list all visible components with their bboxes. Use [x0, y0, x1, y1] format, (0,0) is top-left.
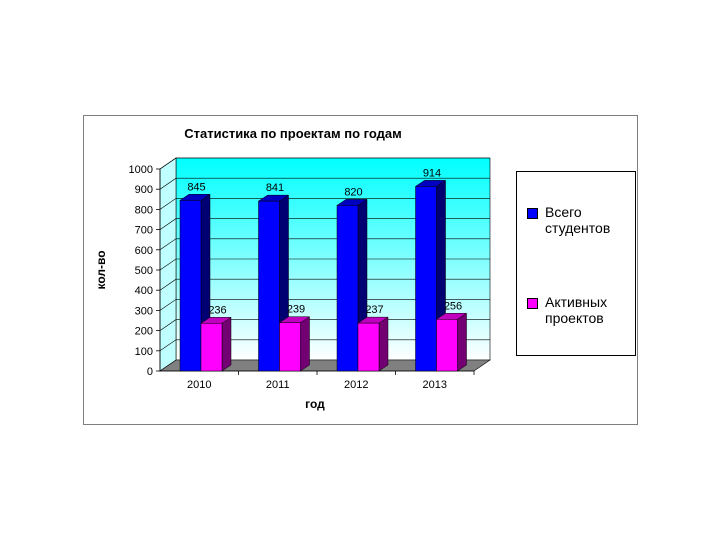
y-tick-label: 0	[147, 366, 153, 378]
y-tick-label: 900	[135, 184, 153, 196]
y-tick-label: 500	[135, 265, 153, 277]
data-label: 237	[365, 304, 383, 316]
y-tick-label: 300	[135, 305, 153, 317]
x-tick-label: 2011	[266, 379, 290, 391]
gridline	[159, 198, 490, 210]
gridline	[159, 157, 490, 170]
data-label: 256	[444, 300, 462, 312]
data-label: 236	[208, 304, 226, 316]
bar-side	[221, 316, 232, 372]
bar-side	[300, 316, 310, 372]
bar-side	[378, 316, 389, 372]
bar-total-students	[258, 200, 280, 372]
legend: Всего студентов Активных проектов	[516, 171, 636, 356]
bar-total-students	[336, 205, 359, 372]
legend-label-total-students: Всего студентов	[545, 204, 611, 236]
gridline	[159, 218, 490, 230]
x-tick-label: 2010	[187, 379, 211, 391]
gridline	[159, 299, 490, 311]
y-tick-label: 1000	[129, 164, 153, 176]
bar-active-projects	[200, 323, 223, 372]
bar-active-projects	[436, 319, 458, 372]
legend-swatch-total-students	[527, 208, 538, 219]
y-tick-label: 800	[135, 204, 153, 216]
data-label: 841	[266, 182, 284, 194]
x-tick-label: 2013	[423, 379, 447, 391]
legend-label-active-projects: Активных проектов	[545, 294, 608, 326]
bar-total-students	[415, 186, 437, 372]
data-label: 914	[423, 167, 441, 179]
bar-total-students	[179, 200, 202, 372]
bar-active-projects	[357, 322, 380, 372]
y-axis-title: кол-во	[94, 250, 108, 289]
legend-swatch-active-projects	[527, 298, 538, 309]
gridline	[159, 258, 490, 271]
y-tick-label: 100	[135, 346, 153, 358]
bar-side	[457, 312, 467, 372]
gridline	[159, 238, 490, 251]
x-tick-label: 2012	[344, 379, 368, 391]
data-label: 845	[187, 181, 205, 193]
gridline	[159, 177, 490, 190]
data-label: 820	[344, 186, 362, 198]
y-tick-label: 400	[135, 285, 153, 297]
gridline	[159, 278, 490, 291]
y-tick-label: 600	[135, 245, 153, 257]
y-tick-label: 200	[135, 326, 153, 338]
chart-title: Статистика по проектам по годам	[184, 126, 402, 141]
data-label: 239	[287, 304, 305, 316]
bar-active-projects	[279, 322, 301, 372]
y-tick-label: 700	[135, 225, 153, 237]
x-axis-title: год	[305, 397, 325, 411]
